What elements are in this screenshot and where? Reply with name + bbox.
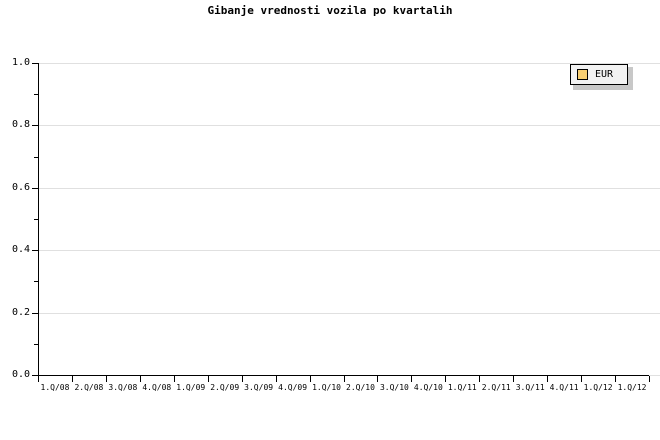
gridline-y bbox=[38, 187, 660, 189]
y-axis-tick-label: 0.8 bbox=[11, 119, 30, 131]
x-axis-tick-label: 1.Q/11 bbox=[447, 383, 477, 392]
x-axis-tick bbox=[513, 376, 514, 382]
chart-legend[interactable]: EUR bbox=[570, 64, 628, 85]
gridline-y bbox=[38, 63, 660, 64]
x-axis-tick bbox=[649, 376, 650, 382]
y-axis-tick-minor bbox=[34, 219, 38, 220]
x-axis-tick bbox=[276, 376, 277, 382]
y-axis-tick-label: 0.4 bbox=[11, 244, 30, 256]
x-axis-tick bbox=[106, 376, 107, 382]
x-axis-tick-label: 1.Q/09 bbox=[176, 383, 206, 392]
x-axis-tick bbox=[38, 376, 39, 382]
x-axis-tick bbox=[72, 376, 73, 382]
x-axis-tick bbox=[411, 376, 412, 382]
x-axis-tick bbox=[615, 376, 616, 382]
x-axis-tick-label: 1.Q/10 bbox=[312, 383, 341, 392]
x-axis-tick-label: 4.Q/11 bbox=[549, 383, 579, 392]
y-axis-tick-major bbox=[32, 375, 38, 376]
y-axis-tick-label: 1.0 bbox=[11, 57, 30, 68]
y-axis-tick-minor bbox=[34, 94, 38, 96]
y-axis-tick-minor bbox=[34, 156, 38, 158]
y-axis-line bbox=[38, 63, 39, 376]
y-axis-tick-minor bbox=[34, 343, 38, 345]
x-axis-tick bbox=[208, 376, 209, 382]
x-axis-tick bbox=[445, 376, 446, 382]
y-axis-tick-major bbox=[32, 312, 38, 314]
y-axis-tick-label: 0.2 bbox=[11, 306, 30, 318]
x-axis-tick-label: 3.Q/08 bbox=[108, 383, 138, 392]
y-axis-tick-major bbox=[32, 63, 38, 64]
x-axis-line bbox=[38, 375, 649, 376]
x-axis-tick bbox=[310, 376, 311, 382]
x-axis-tick-label: 4.Q/09 bbox=[278, 383, 308, 392]
chart-title: Gibanje vrednosti vozila po kvartalih bbox=[207, 4, 453, 17]
x-axis-tick-label: 2.Q/09 bbox=[210, 383, 240, 392]
x-axis-tick bbox=[174, 376, 175, 382]
y-axis-tick-major bbox=[32, 250, 38, 252]
legend-label-eur: EUR bbox=[595, 69, 614, 80]
gridline-y bbox=[38, 250, 660, 252]
y-axis-tick-major bbox=[32, 125, 38, 127]
x-axis-tick-label: 2.Q/11 bbox=[481, 383, 511, 392]
gridline-y bbox=[38, 125, 660, 127]
y-axis-tick-label: 0.6 bbox=[11, 181, 30, 193]
x-axis-tick-label: 1.Q/08 bbox=[40, 383, 70, 392]
x-axis-tick-label: 1.Q/12 bbox=[617, 383, 647, 392]
x-axis-tick-label: 4.Q/08 bbox=[142, 383, 172, 392]
y-axis-tick-minor bbox=[34, 281, 38, 283]
x-axis-tick bbox=[479, 376, 480, 382]
x-axis-tick bbox=[344, 376, 345, 382]
y-axis-tick-major bbox=[32, 187, 38, 189]
plot-area bbox=[38, 63, 660, 376]
x-axis-tick bbox=[581, 376, 582, 382]
legend-color-swatch-eur bbox=[577, 69, 588, 80]
x-axis-tick-label: 2.Q/08 bbox=[74, 383, 104, 392]
x-axis-tick bbox=[377, 376, 378, 382]
x-axis-tick-label: 3.Q/10 bbox=[379, 383, 409, 392]
gridline-y bbox=[38, 312, 660, 314]
x-axis-tick-label: 1.Q/12 bbox=[583, 383, 613, 392]
y-axis-tick-label: 0.0 bbox=[11, 369, 30, 380]
x-axis-tick-label: 3.Q/11 bbox=[515, 383, 545, 392]
x-axis-tick bbox=[547, 376, 548, 382]
x-axis-tick bbox=[242, 376, 243, 382]
x-axis-tick bbox=[140, 376, 141, 382]
x-axis-tick-label: 2.Q/10 bbox=[346, 383, 375, 392]
x-axis-tick-label: 4.Q/10 bbox=[413, 383, 443, 392]
x-axis-tick-label: 3.Q/09 bbox=[244, 383, 274, 392]
